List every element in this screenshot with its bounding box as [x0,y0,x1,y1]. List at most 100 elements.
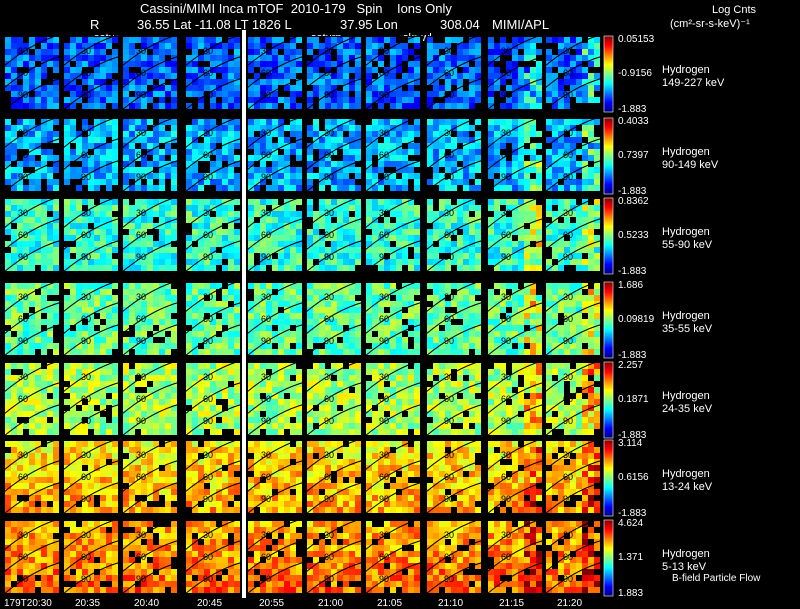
band-label: Hydrogen 5-13 keV [662,548,710,573]
contour-label: 90 [81,416,91,426]
contour-line [544,279,604,313]
contour-line [364,33,424,67]
contour-label: 90 [136,90,146,100]
contour-line [62,403,122,437]
contour-line [364,115,424,149]
image-panel: 30 60 90 [364,437,424,516]
contour-line [121,481,181,515]
contour-label: 60 [444,314,454,324]
contour-line [121,195,181,229]
contour-line [246,33,306,67]
contour-label: 90 [261,252,271,262]
contour-label: 90 [18,336,28,346]
contour-label: 90 [324,574,334,584]
contour-label: 30 [379,46,389,56]
contour-label: 30 [261,208,271,218]
contour-line [246,159,306,193]
contour-label: 30 [261,46,271,56]
contour-label: 30 [501,208,511,218]
contour-label: 30 [501,450,511,460]
image-panel: 30 60 90 [425,437,485,516]
contour-line [364,381,424,415]
contour-label: 60 [379,150,389,160]
contour-line [3,159,63,193]
image-panel: 30 60 90 [121,33,181,112]
contour-label: 90 [136,172,146,182]
contour-label: 60 [501,552,511,562]
contour-label: 90 [379,574,389,584]
contour-label: 30 [563,128,573,138]
contour-label: 90 [324,90,334,100]
contour-label: 90 [563,90,573,100]
contour-line [486,77,546,111]
contour-line [3,33,63,67]
image-panel: 30 60 90 [184,115,244,194]
contour-line [425,279,485,313]
contour-line [305,217,365,251]
contour-label: 90 [563,494,573,504]
contour-line [3,239,63,273]
contour-line [486,239,546,273]
contour-label: 30 [324,372,334,382]
contour-line [305,539,365,573]
contour-line [246,279,306,313]
contour-line [305,323,365,357]
contour-line [3,403,63,437]
contour-line [364,437,424,471]
contour-label: 60 [379,230,389,240]
contour-line [246,481,306,515]
image-panel: 30 60 90 [246,33,306,112]
contour-label: 90 [501,494,511,504]
image-panel: 30 60 90 [364,359,424,438]
image-panel: 30 60 90 [486,195,546,274]
contour-line [305,301,365,335]
contour-line [121,517,181,551]
time-tick-label: 21:20 [557,598,583,609]
contour-line [486,539,546,573]
contour-label: 90 [81,574,91,584]
contour-line [3,217,63,251]
contour-label: 60 [18,472,28,482]
contour-line [364,301,424,335]
image-panel: 30 60 90 [246,195,306,274]
contour-label: 30 [324,46,334,56]
contour-label: 60 [261,314,271,324]
contour-line [246,323,306,357]
image-panel: 30 60 90 [425,359,485,438]
contour-label: 30 [261,128,271,138]
contour-line [62,115,122,149]
header-r-label: R [90,17,100,32]
contour-label: 60 [444,68,454,78]
time-tick-label: 21:00 [318,598,344,609]
contour-label: 90 [136,336,146,346]
contour-line [425,381,485,415]
contour-label: 30 [18,292,28,302]
contour-label: 90 [563,574,573,584]
header-value: 308.04 [440,17,480,32]
contour-line [486,517,546,551]
contour-label: 90 [501,336,511,346]
contour-line [425,539,485,573]
contour-label: 60 [136,552,146,562]
contour-label: 90 [501,252,511,262]
contour-line [486,279,546,313]
contour-line [121,217,181,251]
colorbar-min: -1.883 [618,186,647,197]
band-label: Hydrogen 24-35 keV [662,390,713,415]
contour-line [544,239,604,273]
contour-label: 90 [136,252,146,262]
units-title: Log Cnts [712,4,757,16]
band-label: Hydrogen 149-227 keV [662,64,725,89]
contour-line [544,77,604,111]
contour-line [425,561,485,595]
colorbar-min: -1.883 [618,430,647,441]
contour-label: 30 [444,530,454,540]
contour-label: 30 [501,372,511,382]
contour-label: 30 [136,450,146,460]
contour-line [425,359,485,393]
band-label: Hydrogen 90-149 keV [662,146,719,171]
contour-label: 60 [81,230,91,240]
contour-line [544,115,604,149]
contour-label: 90 [18,252,28,262]
contour-line [246,115,306,149]
